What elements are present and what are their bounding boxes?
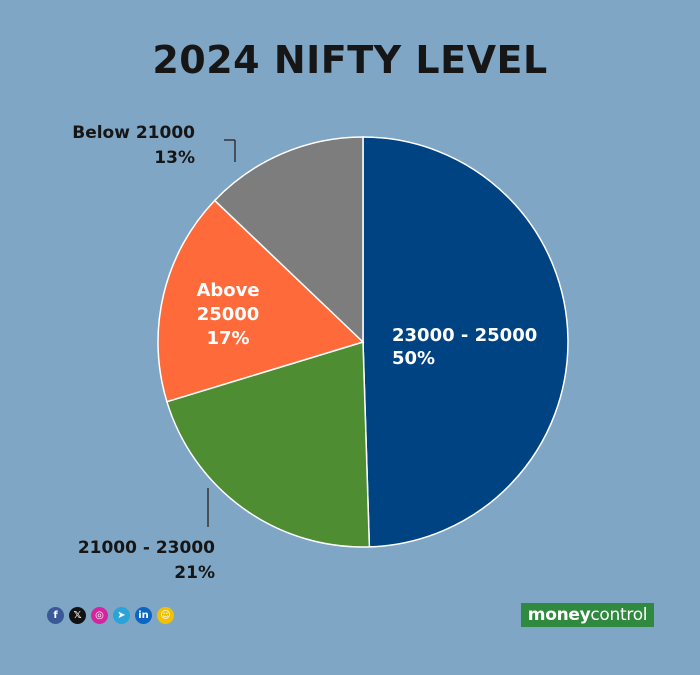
pie-slices: [157, 136, 569, 548]
slice-label-21000-23000: 21000 - 23000: [78, 538, 215, 558]
chart-title: 2024 NIFTY LEVEL: [152, 38, 548, 82]
social-icons: f 𝕏 ◎ ➤ in ☺: [47, 607, 174, 624]
instagram-icon[interactable]: ◎: [91, 607, 108, 624]
slice-label-above-line1: Above: [196, 280, 259, 301]
pie-slice-21000-23000: [165, 340, 371, 548]
snapchat-icon[interactable]: ☺: [157, 607, 174, 624]
brand-part-money: money: [527, 605, 591, 625]
slice-label-below-21000: Below 21000: [72, 123, 195, 143]
telegram-icon[interactable]: ➤: [113, 607, 130, 624]
facebook-icon[interactable]: f: [47, 607, 64, 624]
slice-value-above-25000: 17%: [206, 328, 249, 349]
slice-value-21000-23000: 21%: [174, 563, 215, 583]
slice-label-above-line2: 25000: [197, 304, 260, 325]
brand-part-control: control: [590, 605, 648, 625]
slice-value-23000-25000: 50%: [392, 348, 435, 369]
linkedin-icon[interactable]: in: [135, 607, 152, 624]
pie-slice-below-21000: [213, 136, 364, 344]
slice-value-below-21000: 13%: [154, 148, 195, 168]
slice-label-23000-25000: 23000 - 25000: [392, 325, 537, 346]
moneycontrol-logo: money control: [521, 603, 654, 627]
x-icon[interactable]: 𝕏: [69, 607, 86, 624]
pie-slice-23000-25000: [362, 136, 569, 548]
pie-slice-above-25000: [157, 199, 365, 403]
